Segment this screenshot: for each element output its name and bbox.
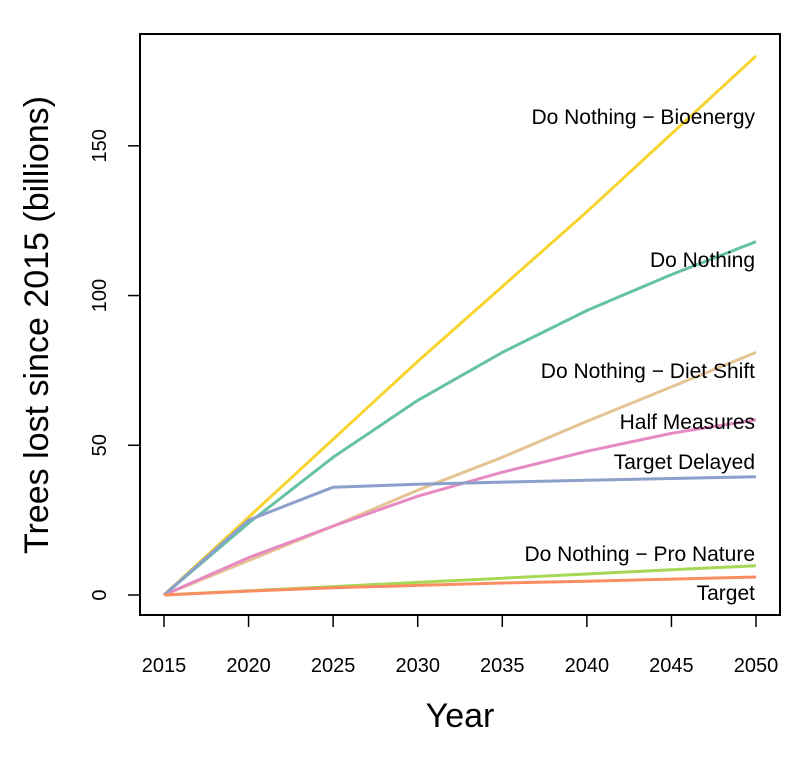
y-tick-label: 100 xyxy=(89,279,111,312)
y-axis: 0 50 100 150 xyxy=(89,129,141,601)
x-axis: 2015 2020 2025 2030 2035 2040 2045 2050 xyxy=(142,614,779,677)
x-axis-title: Year xyxy=(426,697,495,735)
series-labels: Do Nothing − Bioenergy Do Nothing Do Nothi… xyxy=(524,106,755,605)
series-line-do-nothing-diet-shift xyxy=(163,351,757,597)
series-line-target xyxy=(163,575,757,597)
x-tick-label: 2020 xyxy=(226,655,271,677)
y-tick-label: 0 xyxy=(89,589,111,600)
series-line-do-nothing xyxy=(163,240,757,597)
x-tick-label: 2040 xyxy=(565,655,610,677)
x-tick-label: 2030 xyxy=(395,655,440,677)
series-label-do-nothing-bioenergy: Do Nothing − Bioenergy xyxy=(531,106,755,129)
x-tick-label: 2025 xyxy=(311,655,356,677)
series-line-target-delayed xyxy=(163,475,757,597)
series-label-do-nothing-pro-nature: Do Nothing − Pro Nature xyxy=(524,543,755,566)
x-tick-label: 2050 xyxy=(734,655,779,677)
x-tick-label: 2045 xyxy=(649,655,694,677)
series-lines xyxy=(162,54,758,597)
series-line-do-nothing-bioenergy xyxy=(162,54,758,597)
series-label-do-nothing-diet-shift: Do Nothing − Diet Shift xyxy=(541,360,755,383)
y-tick-label: 150 xyxy=(89,129,111,162)
x-tick-label: 2015 xyxy=(142,655,187,677)
y-tick-label: 50 xyxy=(89,434,111,456)
series-label-target: Target xyxy=(697,582,756,605)
y-axis-title: Trees lost since 2015 (billions) xyxy=(18,96,56,554)
series-label-half-measures: Half Measures xyxy=(620,411,755,434)
series-label-do-nothing: Do Nothing xyxy=(650,249,755,272)
x-tick-label: 2035 xyxy=(480,655,525,677)
series-label-target-delayed: Target Delayed xyxy=(614,451,755,474)
